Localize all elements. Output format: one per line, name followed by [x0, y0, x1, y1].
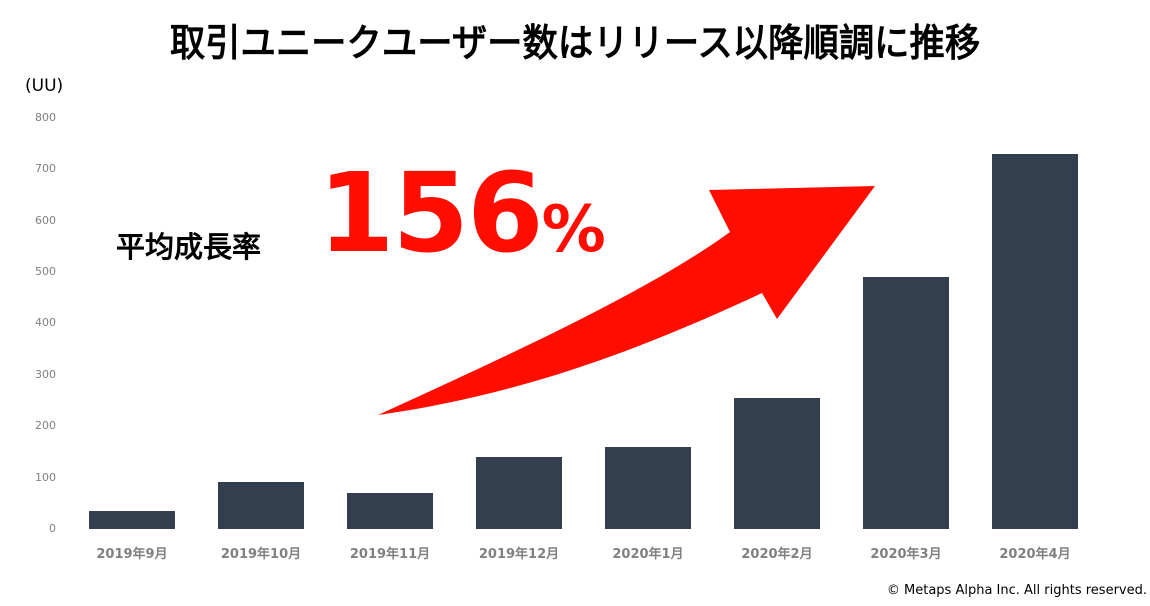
- bar: [218, 482, 304, 529]
- bar: [89, 511, 175, 529]
- x-axis-label: 2019年10月: [220, 547, 302, 562]
- growth-value-percent: %: [541, 193, 606, 267]
- y-axis-tick: 0: [49, 522, 56, 535]
- x-axis-label: 2019年12月: [478, 547, 560, 562]
- y-axis-tick: 400: [35, 316, 56, 330]
- x-axis-label: 2020年2月: [741, 547, 813, 562]
- bar: [347, 493, 433, 529]
- y-axis-tick: 500: [35, 265, 56, 278]
- y-axis-tick: 100: [35, 470, 56, 484]
- x-axis-label: 2020年3月: [870, 547, 942, 562]
- bar: [476, 457, 562, 529]
- bar: [992, 153, 1078, 529]
- growth-value-number: 156: [318, 149, 544, 277]
- y-axis-tick: 800: [35, 110, 56, 124]
- bar: [734, 397, 820, 529]
- y-axis-tick: 700: [35, 162, 56, 176]
- bar: [605, 446, 691, 529]
- copyright-notice: © Metaps Alpha Inc. All rights reserved.: [886, 583, 1147, 598]
- x-axis-label: 2020年4月: [999, 547, 1071, 562]
- x-axis-label: 2019年9月: [96, 547, 168, 562]
- chart-title: 取引ユニークユーザー数はリリース以降順調に推移: [169, 21, 981, 65]
- x-axis-label: 2020年1月: [612, 547, 684, 562]
- y-axis-tick: 600: [35, 213, 56, 227]
- bar: [863, 277, 949, 529]
- y-axis-tick: 200: [35, 419, 56, 433]
- x-axis-label: 2019年11月: [349, 547, 431, 562]
- y-axis-tick: 300: [35, 367, 56, 381]
- average-growth-rate-label: 平均成長率: [116, 230, 262, 264]
- y-axis-unit-label: (UU): [25, 76, 64, 96]
- average-growth-rate-value: 156%: [318, 158, 606, 268]
